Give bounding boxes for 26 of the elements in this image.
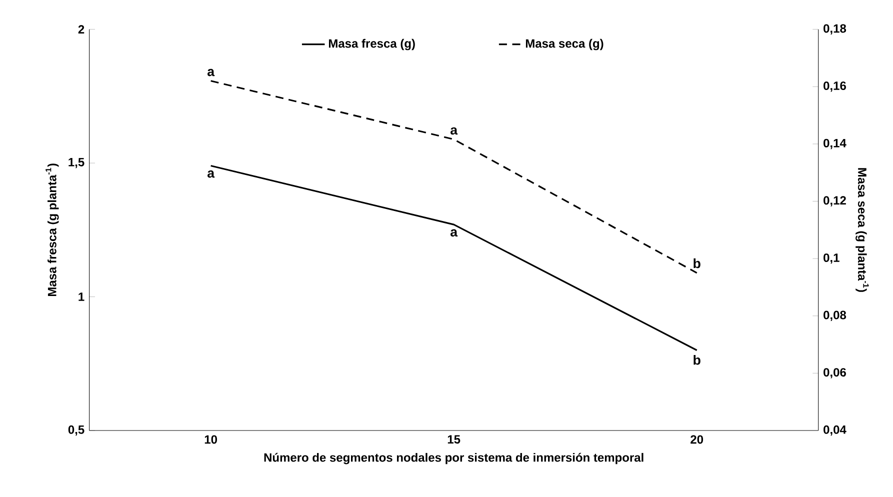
x-axis-title: Número de segmentos nodales por sistema de inmersión temporal bbox=[264, 452, 644, 464]
y2-tick-label: 0,14 bbox=[824, 138, 846, 150]
annotation: a bbox=[208, 170, 215, 178]
x-tick-label: 15 bbox=[448, 435, 460, 444]
y2-tick-label: 0,16 bbox=[824, 81, 846, 92]
y-tick-label: 1 bbox=[78, 292, 84, 301]
y-axis-title: Masa fresca (g planta$^{-1}$) bbox=[46, 164, 59, 296]
y2-tick-label: 0,06 bbox=[824, 368, 846, 378]
annotation: b bbox=[694, 258, 700, 268]
y2-tick-label: 0,08 bbox=[824, 310, 846, 321]
legend-label: Masa fresca (g) bbox=[328, 38, 415, 50]
y2-tick-label: 0,12 bbox=[824, 196, 846, 206]
annotation: b bbox=[694, 354, 700, 365]
y2-tick-label: 0,18 bbox=[824, 24, 846, 34]
annotation: a bbox=[450, 229, 458, 237]
x-tick-label: 20 bbox=[690, 435, 704, 444]
y2-tick-label: 0,1 bbox=[824, 253, 840, 264]
y2-tick-label: 0,04 bbox=[824, 425, 846, 436]
annotation: a bbox=[208, 68, 215, 76]
y-tick-label: 2 bbox=[78, 25, 84, 34]
y-tick-label: 1,5 bbox=[68, 158, 84, 168]
y2-axis-title: Masa seca (g planta$^{-1}$) bbox=[856, 168, 869, 292]
x-tick-label: 10 bbox=[204, 435, 217, 444]
y-tick-label: 0,5 bbox=[68, 425, 84, 436]
legend-label: Masa seca (g) bbox=[526, 38, 604, 50]
annotation: a bbox=[450, 127, 458, 135]
